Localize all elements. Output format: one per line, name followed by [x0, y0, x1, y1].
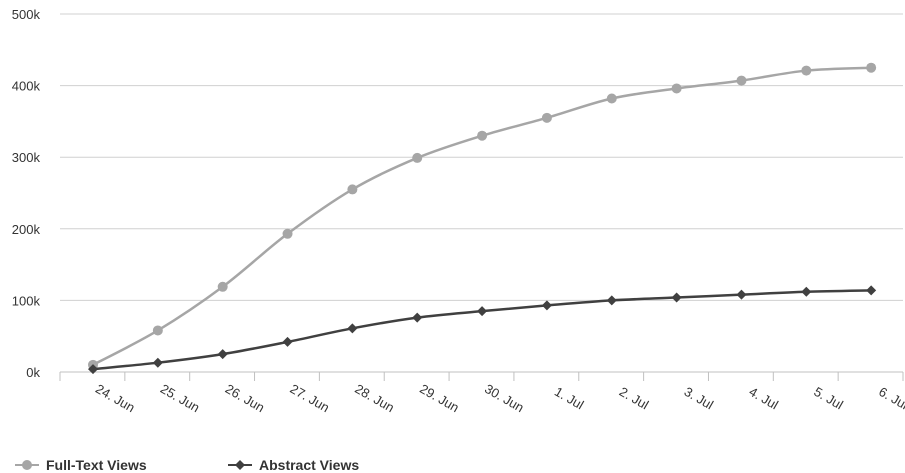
grid-lines — [60, 13, 903, 373]
x-tick-label: 1. Jul — [552, 384, 587, 413]
y-tick-label: 100k — [12, 293, 41, 308]
data-point[interactable] — [477, 130, 488, 141]
data-point[interactable] — [477, 306, 488, 317]
y-tick-label: 200k — [12, 222, 41, 237]
series-abstract-views — [88, 285, 877, 375]
legend-marker-abstract — [235, 460, 245, 470]
x-tick-label: 26. Jun — [223, 381, 267, 415]
data-point[interactable] — [282, 228, 293, 239]
data-point[interactable] — [736, 289, 747, 300]
x-tick-label: 29. Jun — [417, 381, 461, 415]
data-point[interactable] — [217, 281, 228, 292]
data-point[interactable] — [801, 65, 812, 76]
data-point[interactable] — [671, 83, 682, 94]
data-point[interactable] — [347, 184, 358, 195]
series-line — [92, 66, 872, 366]
x-tick-label: 30. Jun — [482, 381, 526, 415]
x-tick-label: 28. Jun — [352, 381, 396, 415]
data-point[interactable] — [541, 300, 552, 311]
x-tick-label: 24. Jun — [93, 381, 137, 415]
data-point[interactable] — [347, 323, 358, 334]
y-tick-label: 500k — [12, 7, 41, 22]
y-axis: 0k 100k 200k 300k 400k 500k — [12, 7, 41, 380]
x-tick-label: 5. Jul — [811, 384, 846, 413]
x-tick-label: 27. Jun — [288, 381, 332, 415]
data-point[interactable] — [152, 325, 163, 336]
x-tick-label: 3. Jul — [682, 384, 717, 413]
data-point[interactable] — [152, 357, 163, 368]
data-point[interactable] — [736, 75, 747, 86]
data-point[interactable] — [801, 286, 812, 297]
legend-item-full-text[interactable]: Full-Text Views — [15, 457, 147, 473]
data-point[interactable] — [866, 62, 877, 73]
legend-label-full-text: Full-Text Views — [46, 457, 147, 473]
data-point[interactable] — [88, 364, 98, 375]
data-point[interactable] — [606, 93, 617, 104]
data-point[interactable] — [412, 312, 423, 323]
series-line — [92, 289, 872, 371]
data-point[interactable] — [671, 292, 682, 303]
legend-label-abstract: Abstract Views — [259, 457, 359, 473]
x-tick-label: 25. Jun — [158, 381, 202, 415]
y-tick-label: 0k — [26, 365, 40, 380]
data-point[interactable] — [866, 285, 877, 296]
y-tick-label: 300k — [12, 150, 41, 165]
data-point[interactable] — [412, 152, 423, 163]
x-tick-label: 6. Jul — [876, 384, 905, 413]
data-point[interactable] — [217, 349, 228, 360]
data-point[interactable] — [282, 336, 293, 347]
x-tick-label: 2. Jul — [617, 384, 652, 413]
x-tick-label: 4. Jul — [747, 384, 782, 413]
legend[interactable]: Full-Text Views Abstract Views — [15, 457, 359, 473]
legend-marker-full-text — [22, 460, 32, 470]
y-tick-label: 400k — [12, 79, 41, 94]
legend-item-abstract[interactable]: Abstract Views — [228, 457, 359, 473]
data-point[interactable] — [606, 295, 617, 306]
x-axis: 24. Jun 25. Jun 26. Jun 27. Jun 28. Jun 29. J… — [59, 372, 905, 415]
series-full-text-views — [88, 62, 877, 370]
series-group — [88, 62, 877, 375]
data-point[interactable] — [541, 112, 552, 123]
